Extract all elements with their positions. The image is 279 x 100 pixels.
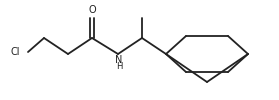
Text: Cl: Cl bbox=[11, 47, 20, 57]
Text: N: N bbox=[115, 55, 123, 65]
Text: H: H bbox=[116, 62, 122, 71]
Text: O: O bbox=[88, 5, 96, 15]
